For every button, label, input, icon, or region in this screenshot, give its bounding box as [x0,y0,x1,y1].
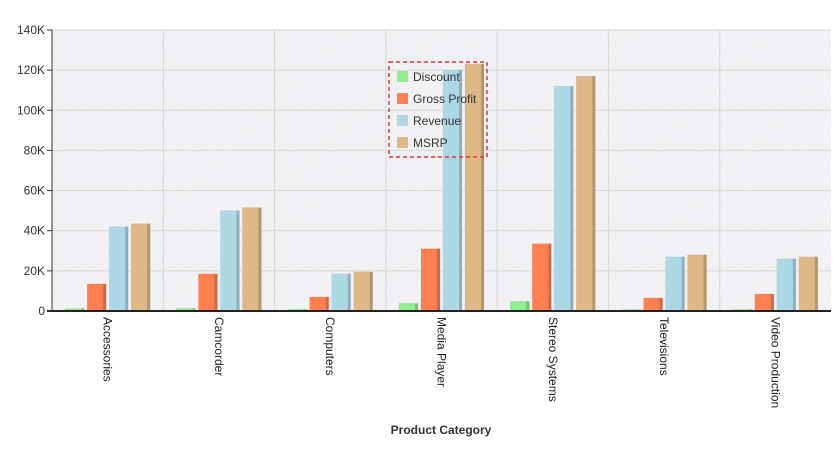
legend-item-revenue[interactable]: Revenue [397,114,461,128]
bar-gross-profit-media-player[interactable] [420,248,441,312]
x-category-label: Stereo Systems [546,317,560,402]
bar-msrp-video-production[interactable] [798,256,819,312]
bar-gross-profit-camcorder[interactable] [198,273,218,312]
bar-gross-profit-computers[interactable] [309,296,329,312]
legend-swatch [397,115,408,126]
bar-revenue-computers[interactable] [331,273,351,312]
legend-label: Discount [413,70,460,84]
x-category-label: Televisions [657,317,671,376]
x-category-label: Video Production [768,317,782,408]
bar-msrp-computers[interactable] [353,271,373,312]
bar-revenue-video-production[interactable] [776,258,797,312]
y-tick-label: 0 [38,304,45,318]
bar-revenue-stereo-systems[interactable] [554,85,574,312]
y-tick-label: 100K [17,103,45,117]
y-tick-label: 60K [24,184,45,198]
x-category-label: Camcorder [212,317,226,376]
bar-gross-profit-televisions[interactable] [643,297,663,312]
x-axis-categories: Accessories Camcorder Computers Media Playe… [101,317,783,408]
bar-revenue-accessories[interactable] [108,226,129,312]
bar-msrp-televisions[interactable] [687,254,707,312]
bar-discount-stereo-systems[interactable] [510,301,530,312]
bar-msrp-camcorder[interactable] [242,207,262,312]
bar-revenue-media-player[interactable] [442,69,463,312]
y-tick-label: 140K [17,23,45,37]
y-tick-label: 120K [17,63,45,77]
bar-gross-profit-stereo-systems[interactable] [532,243,552,312]
bars [64,63,819,312]
legend[interactable]: Discount Gross Profit Revenue MSRP [388,61,488,158]
x-category-label: Computers [323,317,337,376]
legend-swatch [397,93,408,104]
bar-gross-profit-video-production[interactable] [754,293,775,312]
bar-msrp-stereo-systems[interactable] [576,75,596,312]
y-tick-label: 20K [24,264,45,278]
legend-item-gross-profit[interactable]: Gross Profit [397,92,477,106]
bar-discount-media-player[interactable] [398,303,419,312]
x-category-label: Media Player [435,317,449,387]
axes [47,30,831,312]
legend-label: MSRP [413,136,448,150]
legend-swatch [397,71,408,82]
bar-msrp-accessories[interactable] [130,223,151,312]
legend-item-discount[interactable]: Discount [397,70,460,84]
bar-gross-profit-accessories[interactable] [86,283,107,312]
grid-lines [52,29,831,311]
y-axis-ticks: 0 20K 40K 60K 80K 100K 120K 140K [17,23,52,318]
legend-label: Revenue [413,114,461,128]
legend-swatch [397,137,408,148]
y-tick-label: 40K [24,224,45,238]
y-tick-label: 80K [24,143,45,157]
legend-label: Gross Profit [413,92,477,106]
legend-item-msrp[interactable]: MSRP [397,136,448,150]
bar-revenue-camcorder[interactable] [220,210,240,312]
legend-box [388,61,488,158]
x-category-label: Accessories [101,317,115,382]
x-axis-title: Product Category [391,423,492,437]
bar-revenue-televisions[interactable] [665,256,685,312]
